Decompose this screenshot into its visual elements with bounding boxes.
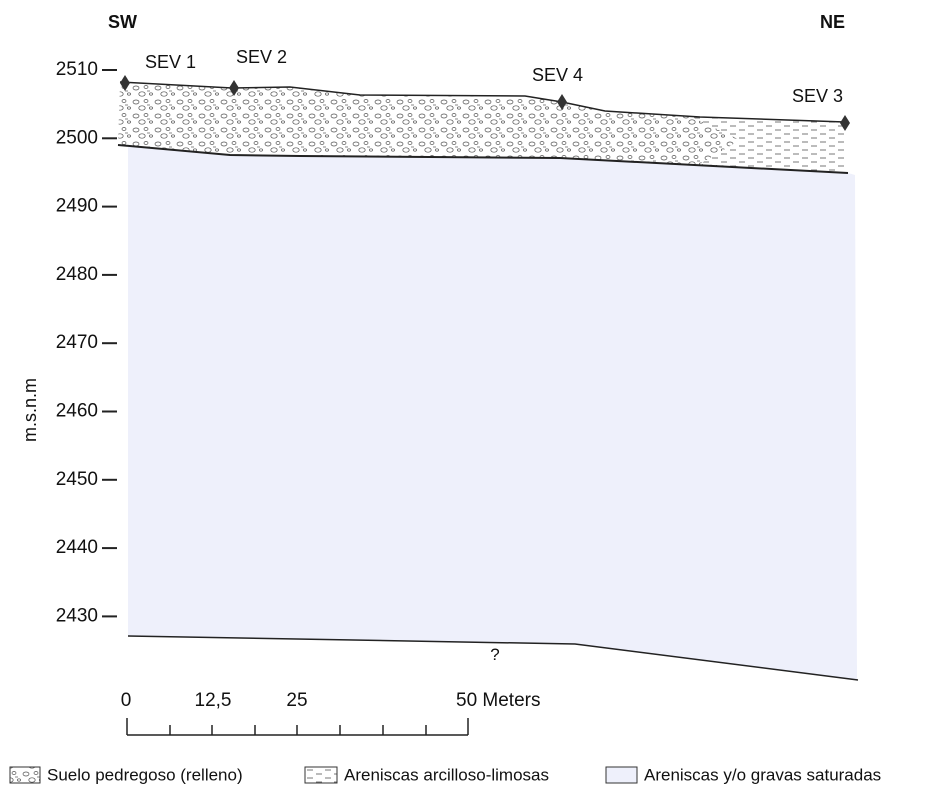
station-label: SEV 3 [792, 86, 843, 106]
scale-label: 0 [121, 690, 132, 711]
scale-label: 25 [286, 690, 307, 711]
legend-label: Areniscas arcilloso-limosas [344, 765, 549, 784]
legend-swatch [9, 766, 41, 784]
station-label: SEV 1 [145, 52, 196, 72]
base-line [127, 635, 859, 681]
y-tick-label: 2480 [56, 264, 98, 285]
legend-label: Suelo pedregoso (relleno) [47, 765, 243, 784]
surface-line [119, 81, 846, 123]
y-tick-label: 2440 [56, 537, 98, 558]
y-axis-label: m.s.n.m [20, 378, 40, 442]
y-tick-label: 2490 [56, 196, 98, 217]
y-axis: 2510 2500 2490 2480 2470 2460 2450 2440 2430 [56, 59, 117, 626]
station-label: SEV 4 [532, 65, 583, 85]
legend-swatch [605, 766, 638, 784]
y-tick-label: 2500 [56, 127, 98, 148]
station-label: SEV 2 [236, 47, 287, 67]
y-tick-label: 2430 [56, 605, 98, 626]
saturated-layer [128, 145, 857, 680]
y-tick-label: 2460 [56, 401, 98, 422]
silt-layer [690, 116, 845, 173]
unknown-marker: ? [490, 645, 499, 664]
station-marker [229, 80, 239, 96]
layer-boundary [117, 144, 849, 174]
station-markers [120, 75, 850, 131]
scale-bar [126, 718, 469, 736]
scale-label: 12,5 [195, 690, 232, 711]
legend-swatch [304, 766, 338, 784]
orientation-right: NE [820, 12, 845, 32]
y-tick-label: 2450 [56, 469, 98, 490]
scale-label: 50 Meters [456, 690, 540, 711]
station-marker [840, 115, 850, 131]
station-marker [120, 75, 130, 91]
y-tick-label: 2470 [56, 332, 98, 353]
station-marker [557, 94, 567, 110]
legend-label: Areniscas y/o gravas saturadas [644, 765, 881, 784]
orientation-left: SW [108, 12, 137, 32]
gravel-layer [118, 82, 845, 173]
y-tick-label: 2510 [56, 59, 98, 80]
